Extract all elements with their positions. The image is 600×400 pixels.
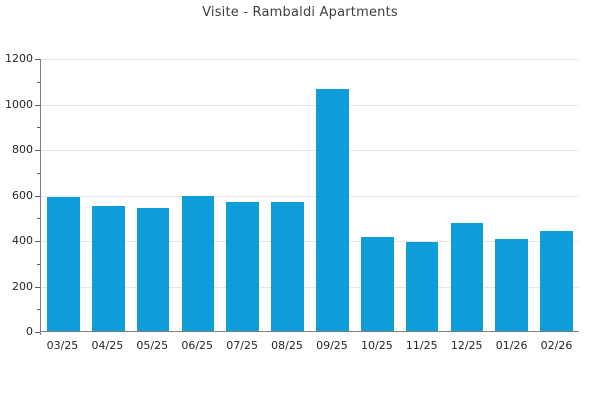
- bar-08/25: [271, 201, 304, 331]
- bar-07/25: [226, 201, 260, 331]
- bar-band-09/25: [310, 59, 355, 331]
- y-major-tick-600: [35, 195, 40, 197]
- x-tick-label-11/25: 11/25: [405, 339, 438, 352]
- bar-band-03/25: [41, 59, 86, 331]
- y-minor-tick-1100: [37, 81, 40, 83]
- y-tick-label-1000: 1000: [5, 97, 33, 111]
- bar-01/26: [495, 238, 529, 331]
- y-major-tick-1200: [35, 59, 40, 60]
- x-tick-label-05/25: 05/25: [136, 339, 169, 352]
- bar-band-02/26: [534, 59, 579, 331]
- bars-layer: [41, 59, 579, 331]
- x-tick-label-03/25: 03/25: [46, 339, 79, 352]
- y-major-tick-400: [35, 241, 40, 242]
- bar-12/25: [450, 222, 484, 331]
- x-tick-label-01/26: 01/26: [495, 339, 528, 352]
- y-minor-tick-300: [37, 263, 40, 265]
- x-tick-label-08/25: 08/25: [271, 339, 303, 352]
- gridline-y-1200: [41, 59, 579, 60]
- y-tick-label-600: 600: [12, 188, 33, 202]
- bar-band-07/25: [220, 59, 265, 331]
- y-major-tick-0: [35, 332, 40, 333]
- bar-05/25: [136, 207, 170, 331]
- bar-band-10/25: [355, 59, 400, 331]
- bar-band-04/25: [86, 59, 131, 331]
- y-minor-tick-100: [37, 309, 40, 311]
- chart-title: Visite - Rambaldi Apartments: [202, 5, 398, 20]
- y-tick-label-800: 800: [12, 143, 33, 156]
- y-tick-label-200: 200: [12, 279, 33, 293]
- x-tick-label-07/25: 07/25: [226, 339, 258, 352]
- plot-area: [35, 59, 579, 335]
- gridline-y-800: [41, 150, 579, 151]
- x-tick-label-04/25: 04/25: [91, 339, 124, 352]
- gridline-y-1000: [41, 104, 579, 106]
- y-tick-label-400: 400: [12, 234, 33, 247]
- y-tick-label-0: 0: [26, 325, 33, 338]
- bar-band-05/25: [131, 59, 176, 331]
- gridline-y-600: [41, 195, 579, 197]
- bar-03/25: [47, 196, 80, 331]
- bar-band-11/25: [400, 59, 445, 331]
- x-tick-label-06/25: 06/25: [181, 339, 214, 352]
- gridline-y-400: [41, 241, 579, 242]
- x-tick-label-09/25: 09/25: [316, 339, 348, 352]
- bar-band-08/25: [265, 59, 310, 331]
- bar-09/25: [316, 89, 349, 331]
- gridline-y-200: [41, 286, 579, 288]
- x-tick-label-12/25: 12/25: [450, 339, 483, 352]
- bar-band-06/25: [175, 59, 220, 331]
- x-tick-label-02/26: 02/26: [540, 339, 573, 352]
- y-axis-line: [40, 59, 41, 335]
- bar-06/25: [181, 195, 215, 331]
- y-major-tick-800: [35, 150, 40, 151]
- y-tick-label-1200: 1200: [5, 52, 33, 65]
- y-major-tick-1000: [35, 104, 40, 106]
- y-major-tick-200: [35, 286, 40, 288]
- bar-10/25: [360, 237, 394, 331]
- x-axis-line: [40, 331, 579, 332]
- y-minor-tick-900: [37, 127, 40, 129]
- bar-04/25: [91, 206, 125, 331]
- y-minor-tick-500: [37, 218, 40, 220]
- bar-band-01/26: [489, 59, 534, 331]
- bar-band-12/25: [444, 59, 489, 331]
- bar-11/25: [405, 241, 439, 331]
- y-minor-tick-700: [37, 172, 40, 174]
- bar-02/26: [540, 230, 573, 331]
- x-tick-label-10/25: 10/25: [361, 339, 393, 352]
